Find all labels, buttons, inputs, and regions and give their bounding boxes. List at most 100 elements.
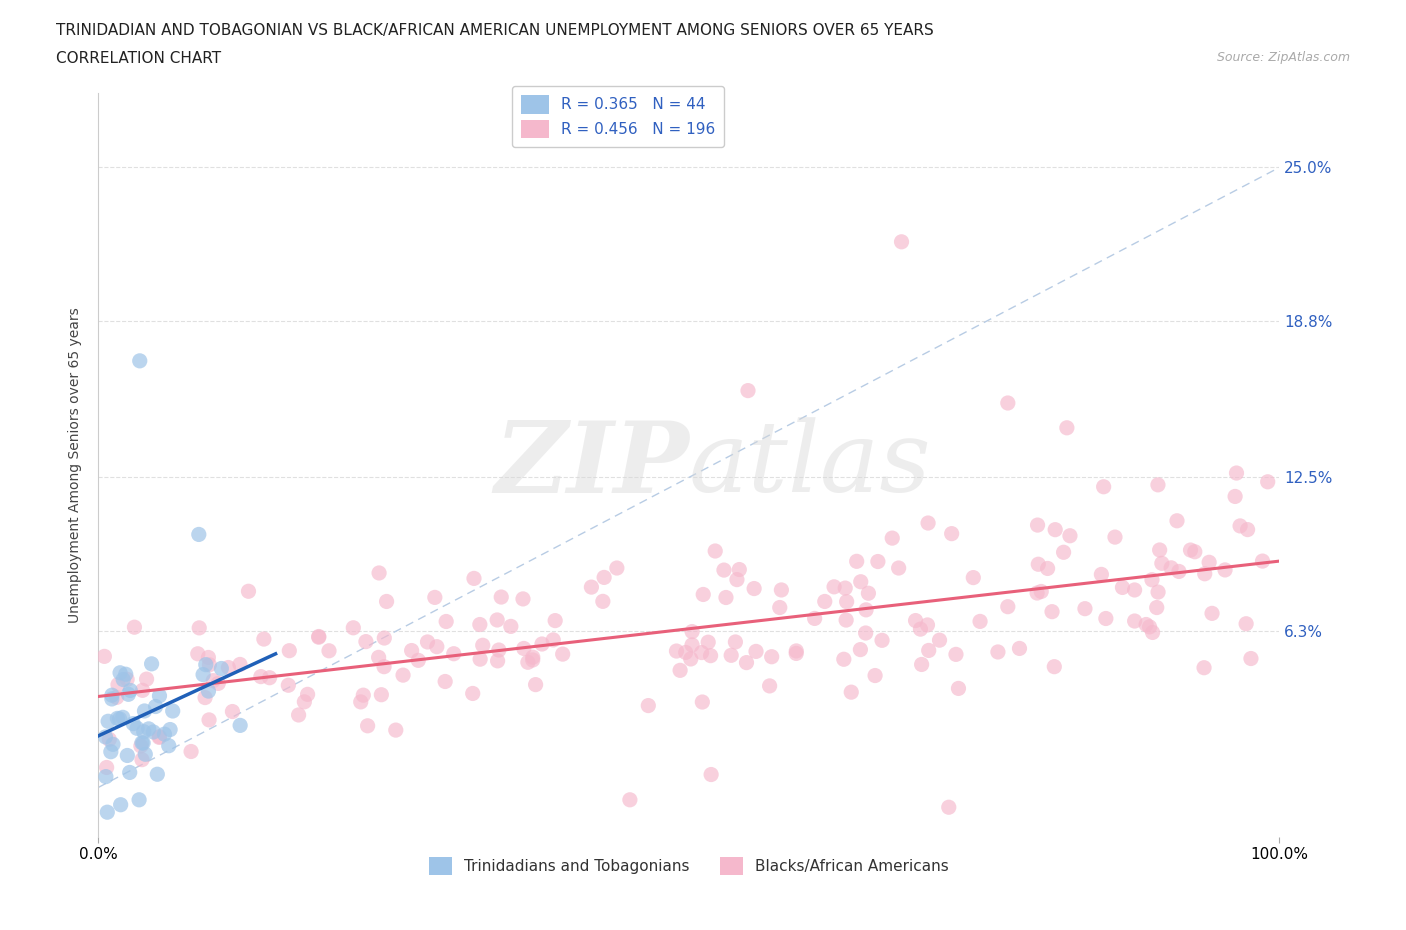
Point (1043, 523, 1066, 538)
Point (97, 714, 120, 729)
Point (690, 645, 713, 660)
Point (928, 632, 950, 647)
Point (1040, 604, 1063, 619)
Point (141, 657, 163, 671)
Point (945, 647, 967, 662)
Point (406, 653, 429, 668)
Point (1056, 420, 1078, 435)
Point (115, 671, 138, 686)
Point (938, 800, 960, 815)
Point (1149, 542, 1171, 557)
Point (132, 736, 155, 751)
Point (593, 570, 616, 585)
Point (1147, 585, 1170, 600)
Point (111, 710, 134, 724)
Point (737, 383, 759, 398)
Point (1201, 606, 1223, 621)
Point (489, 590, 512, 604)
Point (713, 563, 735, 578)
Point (997, 599, 1019, 614)
Point (96, 760, 118, 775)
Point (725, 572, 748, 587)
Point (308, 630, 330, 644)
Point (148, 688, 170, 703)
Point (681, 624, 703, 639)
Point (581, 579, 603, 594)
Point (832, 652, 855, 667)
Point (434, 614, 457, 629)
Point (692, 587, 714, 602)
Point (665, 644, 688, 658)
Point (637, 698, 659, 713)
Point (524, 677, 547, 692)
Point (153, 726, 176, 741)
Point (1146, 600, 1168, 615)
Point (692, 695, 714, 710)
Point (814, 594, 837, 609)
Point (194, 690, 217, 705)
Point (217, 660, 239, 675)
Point (486, 654, 509, 669)
Point (1180, 542, 1202, 557)
Point (1092, 479, 1115, 494)
Point (1160, 561, 1182, 576)
Point (1192, 660, 1215, 675)
Point (803, 611, 825, 626)
Point (513, 641, 536, 656)
Point (1240, 651, 1263, 666)
Point (423, 590, 446, 604)
Point (134, 703, 156, 718)
Point (1147, 477, 1170, 492)
Point (522, 650, 544, 665)
Point (370, 687, 392, 702)
Point (1059, 528, 1081, 543)
Point (1036, 561, 1059, 576)
Point (835, 594, 858, 609)
Point (373, 659, 395, 674)
Point (1074, 601, 1097, 616)
Point (735, 655, 758, 670)
Point (159, 722, 181, 737)
Point (516, 655, 538, 670)
Point (910, 621, 932, 636)
Point (96, 804, 118, 819)
Point (1194, 566, 1216, 581)
Point (910, 657, 932, 671)
Point (1236, 522, 1258, 537)
Point (278, 644, 301, 658)
Point (962, 570, 984, 585)
Point (145, 699, 167, 714)
Point (769, 600, 792, 615)
Point (197, 650, 219, 665)
Point (917, 618, 939, 632)
Point (277, 678, 299, 693)
Point (742, 581, 765, 596)
Point (125, 721, 148, 736)
Point (207, 676, 229, 691)
Text: ZIP: ZIP (494, 417, 689, 513)
Point (499, 619, 522, 634)
Point (619, 792, 641, 807)
Text: TRINIDADIAN AND TOBAGONIAN VS BLACK/AFRICAN AMERICAN UNEMPLOYMENT AMONG SENIORS : TRINIDADIAN AND TOBAGONIAN VS BLACK/AFRI… (56, 23, 934, 38)
Point (839, 684, 862, 699)
Point (350, 695, 373, 710)
Point (849, 642, 872, 657)
Point (148, 729, 170, 744)
Point (101, 737, 124, 751)
Point (1257, 474, 1279, 489)
Point (1090, 567, 1112, 582)
Point (101, 692, 124, 707)
Point (1213, 563, 1236, 578)
Point (443, 646, 465, 661)
Point (180, 744, 202, 759)
Point (375, 594, 398, 609)
Point (1229, 519, 1251, 534)
Point (870, 633, 893, 648)
Point (1052, 545, 1074, 560)
Point (463, 571, 485, 586)
Point (250, 670, 273, 684)
Point (863, 668, 886, 683)
Point (129, 738, 152, 753)
Point (229, 657, 252, 671)
Point (434, 674, 457, 689)
